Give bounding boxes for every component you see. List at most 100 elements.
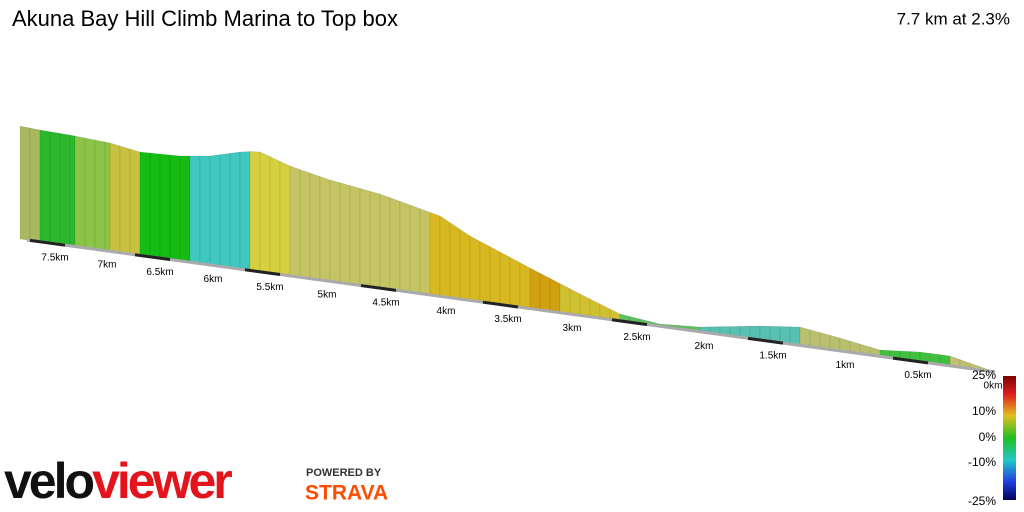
profile-strip [499,251,511,307]
logo: veloviewer [4,453,232,509]
profile-strip [539,272,551,312]
profile-strip [799,326,811,348]
profile-strip [169,154,181,262]
profile-strip [104,141,111,252]
profile-strip [349,185,361,286]
profile-strip [479,240,491,304]
profile-strip [199,155,211,266]
profile-strip [139,151,151,258]
gradient-scale [1003,376,1016,500]
profile-strip [69,134,76,247]
profile-ribbon [19,125,996,373]
axis-segment [747,336,784,345]
distance-label: 6km [204,274,223,285]
profile-strip [259,151,271,274]
axis-segment [482,300,519,309]
profile-strip [309,172,321,281]
gradient-label: 25% [972,368,996,382]
profile-strip [469,235,481,303]
profile-strip [399,200,411,293]
profile-strip [409,204,421,294]
profile-strip [369,190,381,289]
distance-label: 5km [318,290,337,301]
profile-strip [509,256,521,308]
profile-strip [789,326,801,346]
profile-strip [19,125,31,241]
profile-strip [319,176,331,282]
profile-strip [219,152,231,269]
gradient-legend: 25% 10% 0% -10% -25% [968,368,996,508]
distance-label: 3km [563,323,582,334]
summary: 7.7 km at 2.3% [897,9,1010,28]
profile-strip [589,298,601,319]
profile-strip [489,246,501,305]
distance-labels: 7.5km 7km 6.5km 6km 5.5km 5km 4.5km 4km 3.5km 3km… [29,238,1003,391]
profile-strip [189,155,201,264]
profile-strip [299,169,311,279]
powered-by: POWERED BY [306,467,382,479]
gradient-label: -25% [968,494,996,508]
profile-strip [179,155,191,263]
profile-strip [449,222,461,300]
profile-strip [339,182,351,285]
distance-label: 0km [984,380,1003,391]
logo-viewer: viewer [92,453,232,509]
profile-strip [459,228,471,301]
gradient-label: 0% [979,430,997,444]
distance-label: 7km [98,260,117,271]
gradient-label: 10% [972,404,996,418]
profile-strip [109,142,121,254]
profile-strip [59,133,71,247]
distance-label: 0.5km [904,370,931,381]
profile-strip [579,293,591,318]
profile-strip [389,197,401,292]
distance-label: 3.5km [494,314,521,325]
profile-strip [49,131,61,245]
profile-strip [129,148,141,256]
axis-segment [360,284,397,292]
axis-segment [892,356,929,365]
profile-strip [809,329,821,349]
title: Akuna Bay Hill Climb Marina to Top box [12,6,398,31]
profile-strip [39,129,51,244]
profile-strip [29,127,41,243]
profile-strip [149,152,161,259]
profile-strip [419,208,431,296]
profile-strip [269,156,281,275]
profile-strip [359,188,371,288]
profile-strip [74,135,86,249]
logo-velo: velo [4,453,94,509]
profile-strip [249,151,261,273]
profile-strip [159,153,171,260]
profile-strip [379,193,391,290]
distance-label: 1.5km [759,350,786,361]
gradient-label: -10% [968,455,996,469]
profile-strip [439,215,451,299]
profile-strip [279,160,291,277]
profile-strip [329,179,341,284]
profile-strip [289,165,301,278]
distance-label: 7.5km [41,252,68,263]
profile-strip [209,154,221,267]
strava: STRAVA [305,482,388,505]
profile-strip [519,262,531,309]
distance-label: 6.5km [146,267,173,278]
distance-label: 4.5km [372,298,399,309]
profile-strip [94,139,106,251]
distance-label: 5.5km [256,282,283,293]
profile-strip [429,211,441,297]
profile-strip [239,151,251,271]
distance-label: 2.5km [623,332,650,343]
axis-segment [611,318,648,327]
profile-strip [569,288,581,316]
distance-label: 4km [437,306,456,317]
profile-strip [119,145,131,255]
axis-segment [29,238,66,247]
profile-strip [529,267,541,311]
distance-label: 2km [695,341,714,352]
axis-segment [134,253,171,261]
profile-strip [549,277,561,314]
distance-label: 1km [836,360,855,371]
profile-strip [229,151,241,270]
